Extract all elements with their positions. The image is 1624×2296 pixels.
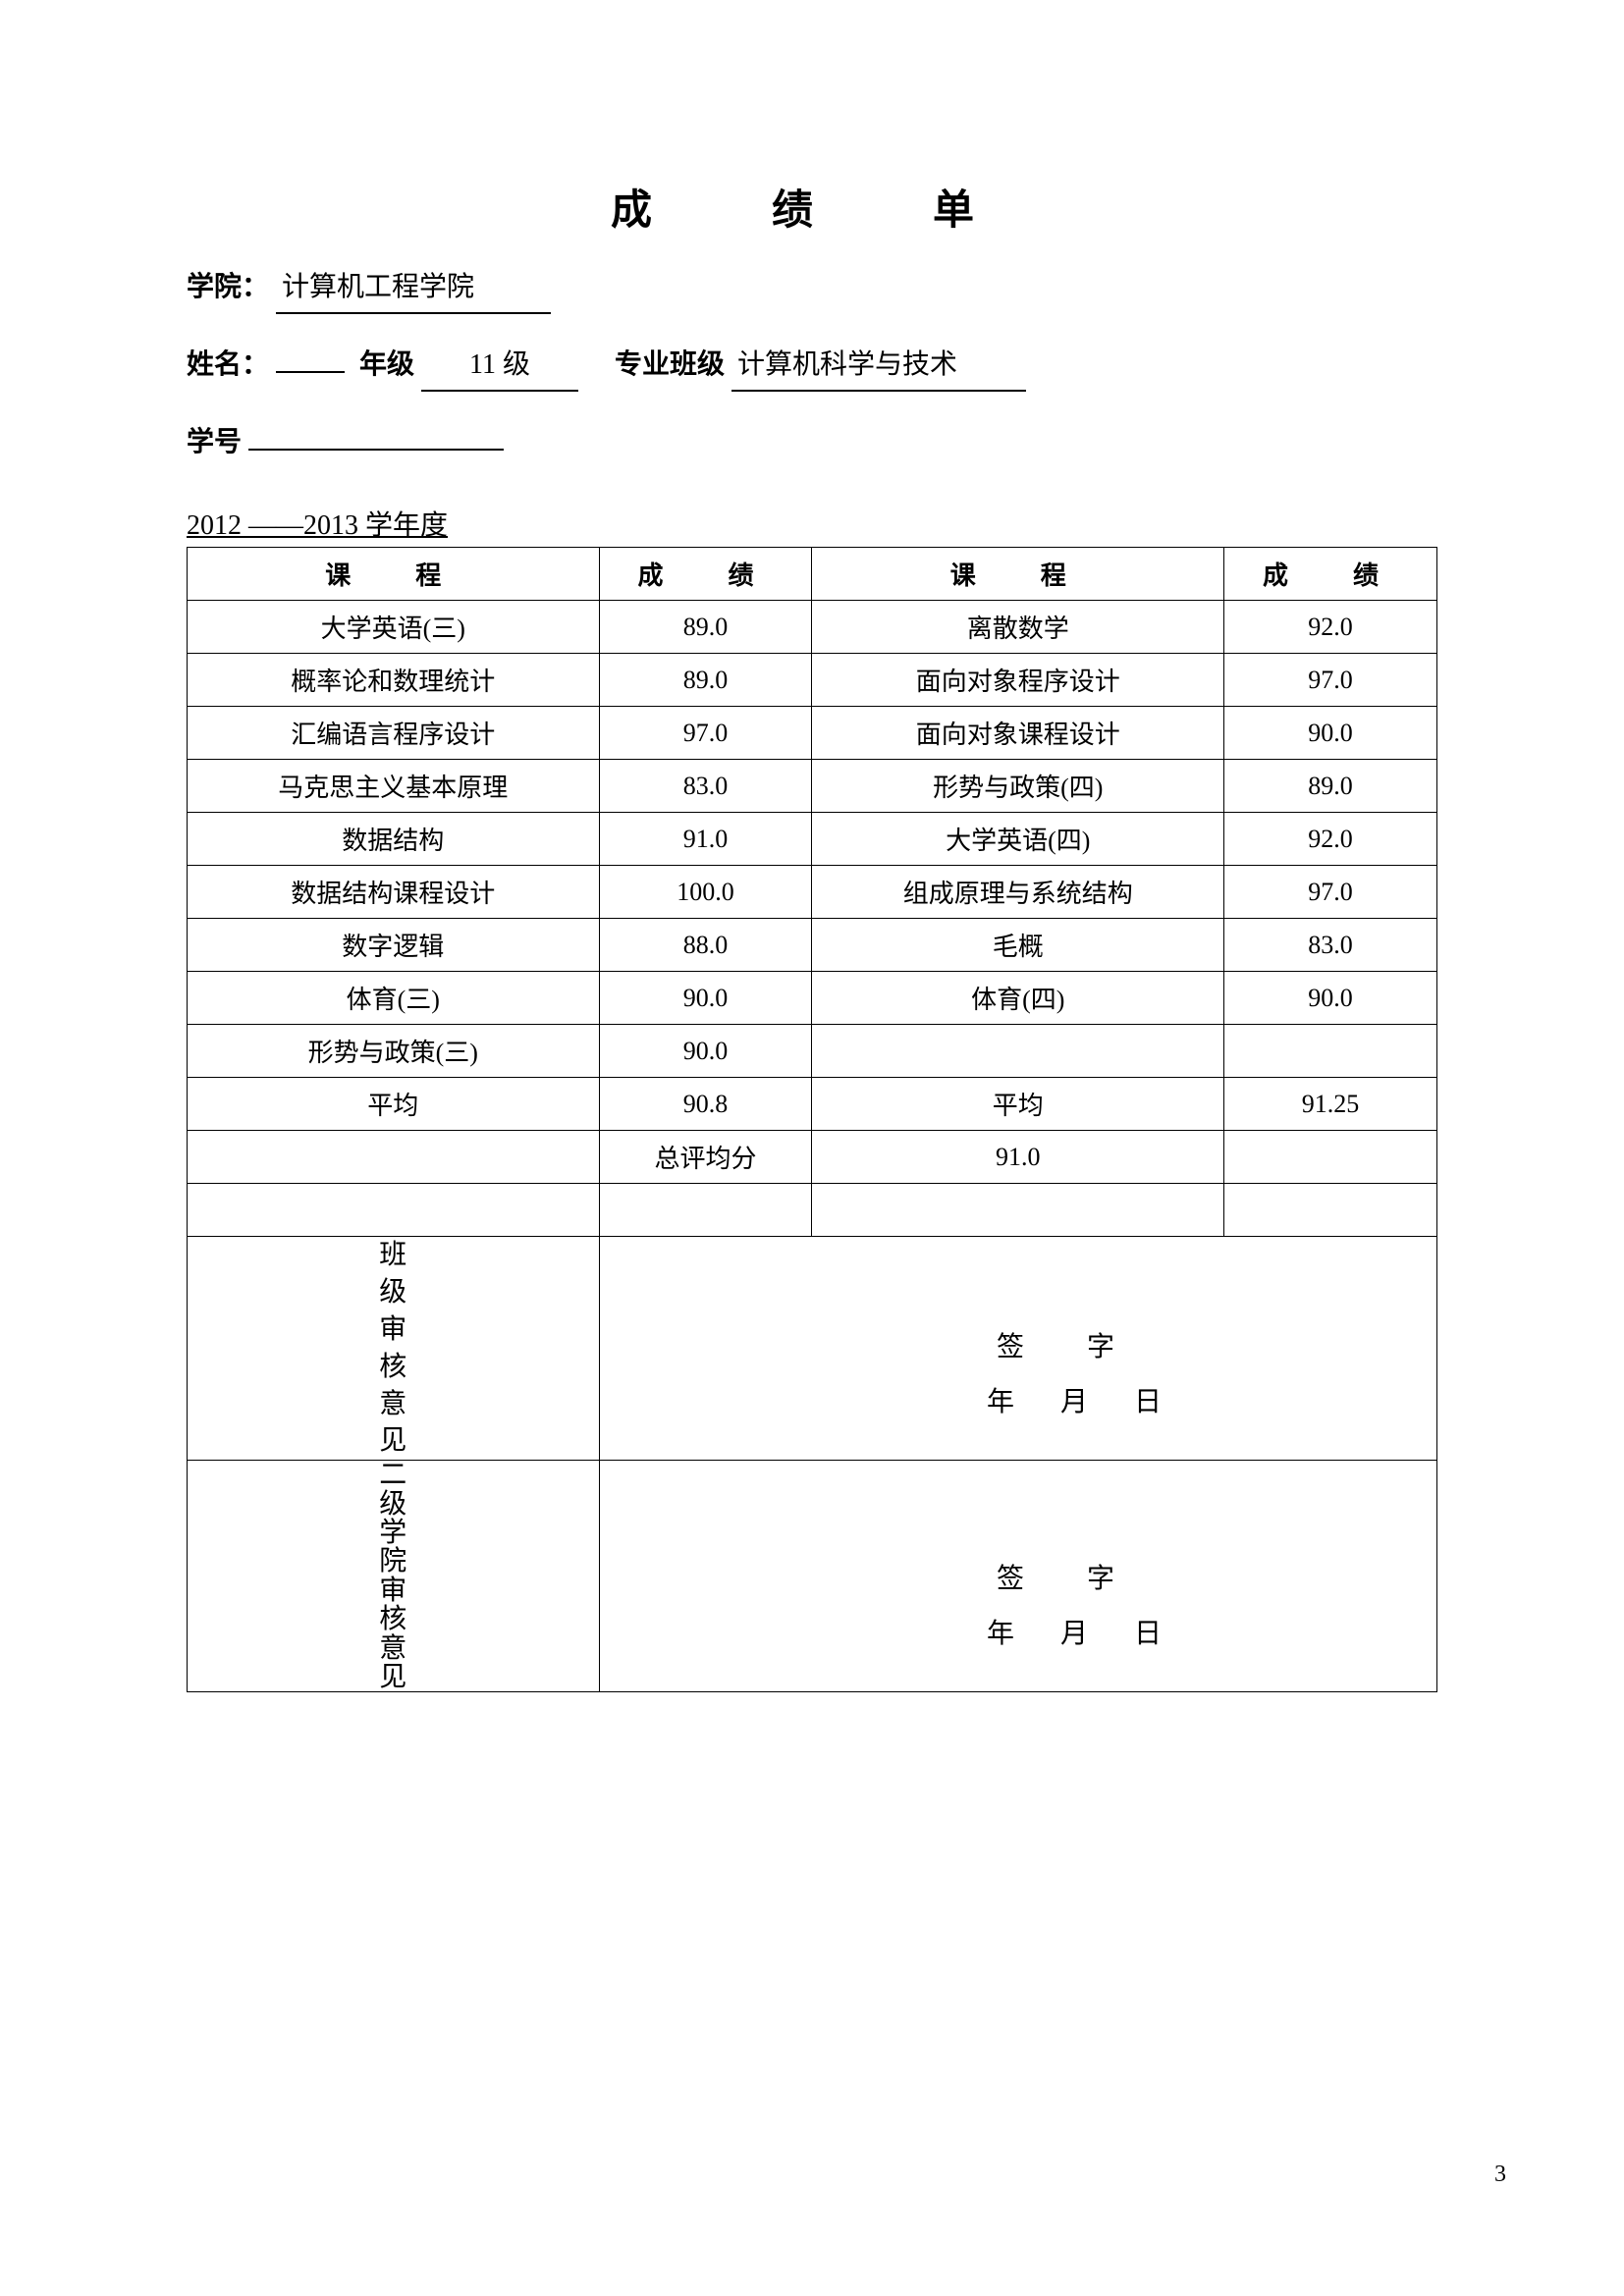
course-cell: 组成原理与系统结构: [812, 866, 1224, 919]
course-cell: 汇编语言程序设计: [188, 707, 600, 760]
total-avg-label: 总评均分: [599, 1131, 812, 1184]
table-row: 大学英语(三)89.0离散数学92.0: [188, 601, 1437, 654]
col-course-2: 课 程: [812, 548, 1224, 601]
blank-cell: [1223, 1131, 1436, 1184]
course-cell: 毛概: [812, 919, 1224, 972]
class-label: 专业班级: [615, 349, 725, 380]
avg-label-left: 平均: [188, 1078, 600, 1131]
course-cell: 面向对象课程设计: [812, 707, 1224, 760]
table-row: 汇编语言程序设计97.0面向对象课程设计90.0: [188, 707, 1437, 760]
table-row: 数据结构91.0大学英语(四)92.0: [188, 813, 1437, 866]
course-cell: 概率论和数理统计: [188, 654, 600, 707]
total-avg-value: 91.0: [812, 1131, 1224, 1184]
table-row: 马克思主义基本原理83.0形势与政策(四)89.0: [188, 760, 1437, 813]
score-cell: 91.0: [599, 813, 812, 866]
name-value: [276, 369, 345, 373]
class-review-label-cell: 班级审核意见: [188, 1237, 600, 1461]
score-cell: 89.0: [1223, 760, 1436, 813]
score-cell: 83.0: [599, 760, 812, 813]
table-row: 体育(三)90.0体育(四)90.0: [188, 972, 1437, 1025]
college-review-label-cell: 二级学院审核意见: [188, 1461, 600, 1692]
college-line: 学院： 计算机工程学院: [187, 266, 1437, 314]
year-from: 2012: [187, 510, 242, 541]
class-value: 计算机科学与技术: [731, 344, 1026, 392]
academic-year-suffix: 学年度: [365, 510, 448, 541]
sign-date: 年 月 日: [967, 1375, 1181, 1430]
table-row: 概率论和数理统计89.0面向对象程序设计97.0: [188, 654, 1437, 707]
transcript-page: 成 绩 单 学院： 计算机工程学院 姓名： 年级 11 级 专业班级 计算机科学…: [0, 0, 1624, 2296]
table-row: 形势与政策(三)90.0: [188, 1025, 1437, 1078]
score-cell: 83.0: [1223, 919, 1436, 972]
college-review-row: 二级学院审核意见 签 字 年 月 日: [188, 1461, 1437, 1692]
sign-date: 年 月 日: [967, 1607, 1181, 1662]
col-score-2: 成 绩: [1223, 548, 1436, 601]
course-cell: 体育(三): [188, 972, 600, 1025]
table-header-row: 课 程 成 绩 课 程 成 绩: [188, 548, 1437, 601]
sign-label: 签 字: [967, 1552, 1181, 1607]
score-cell: 90.0: [599, 1025, 812, 1078]
course-cell: 体育(四): [812, 972, 1224, 1025]
grade-label: 年级: [359, 349, 414, 380]
sign-label: 签 字: [967, 1320, 1181, 1375]
college-review-label: 二级学院审核意见: [188, 1461, 599, 1691]
college-review-body: 签 字 年 月 日: [599, 1461, 1437, 1692]
course-cell: 大学英语(三): [188, 601, 600, 654]
class-review-body: 签 字 年 月 日: [599, 1237, 1437, 1461]
score-cell: 88.0: [599, 919, 812, 972]
transcript-table: 课 程 成 绩 课 程 成 绩 大学英语(三)89.0离散数学92.0概率论和数…: [187, 547, 1437, 1692]
course-cell: 形势与政策(三): [188, 1025, 600, 1078]
college-review-sign-area: 签 字 年 月 日: [967, 1552, 1181, 1662]
table-row: 数字逻辑88.0毛概83.0: [188, 919, 1437, 972]
class-review-label: 班级审核意见: [188, 1237, 599, 1460]
student-id-value: [248, 447, 504, 451]
student-id-line: 学号: [187, 421, 1437, 465]
page-title: 成 绩 单: [187, 177, 1437, 237]
college-value: 计算机工程学院: [276, 266, 551, 314]
college-label: 学院：: [187, 272, 269, 302]
course-cell: [812, 1025, 1224, 1078]
class-review-row: 班级审核意见 签 字 年 月 日: [188, 1237, 1437, 1461]
course-cell: 数据结构: [188, 813, 600, 866]
score-cell: 90.0: [599, 972, 812, 1025]
avg-left: 90.8: [599, 1078, 812, 1131]
score-cell: 100.0: [599, 866, 812, 919]
grade-value: 11 级: [421, 344, 578, 392]
course-cell: 马克思主义基本原理: [188, 760, 600, 813]
score-cell: 89.0: [599, 601, 812, 654]
score-cell: 90.0: [1223, 707, 1436, 760]
avg-right: 91.25: [1223, 1078, 1436, 1131]
student-id-label: 学号: [187, 427, 242, 457]
course-cell: 数据结构课程设计: [188, 866, 600, 919]
blank-row: [188, 1184, 1437, 1237]
avg-label-right: 平均: [812, 1078, 1224, 1131]
year-to: 2013: [303, 510, 358, 541]
score-cell: 97.0: [1223, 866, 1436, 919]
score-cell: 89.0: [599, 654, 812, 707]
score-cell: [1223, 1025, 1436, 1078]
score-cell: 92.0: [1223, 813, 1436, 866]
page-number: 3: [1494, 2162, 1506, 2188]
col-course-1: 课 程: [188, 548, 600, 601]
table-row: 数据结构课程设计100.0组成原理与系统结构97.0: [188, 866, 1437, 919]
avg-row: 平均 90.8 平均 91.25: [188, 1078, 1437, 1131]
academic-year-line: 2012 ——2013 学年度: [187, 504, 1437, 543]
course-cell: 面向对象程序设计: [812, 654, 1224, 707]
course-cell: 形势与政策(四): [812, 760, 1224, 813]
course-cell: 离散数学: [812, 601, 1224, 654]
score-cell: 90.0: [1223, 972, 1436, 1025]
blank-cell: [188, 1131, 600, 1184]
col-score-1: 成 绩: [599, 548, 812, 601]
score-cell: 92.0: [1223, 601, 1436, 654]
name-grade-class-line: 姓名： 年级 11 级 专业班级 计算机科学与技术: [187, 344, 1437, 392]
name-label: 姓名：: [187, 349, 269, 380]
score-cell: 97.0: [1223, 654, 1436, 707]
total-avg-row: 总评均分 91.0: [188, 1131, 1437, 1184]
course-cell: 数字逻辑: [188, 919, 600, 972]
score-cell: 97.0: [599, 707, 812, 760]
course-cell: 大学英语(四): [812, 813, 1224, 866]
class-review-sign-area: 签 字 年 月 日: [967, 1320, 1181, 1430]
